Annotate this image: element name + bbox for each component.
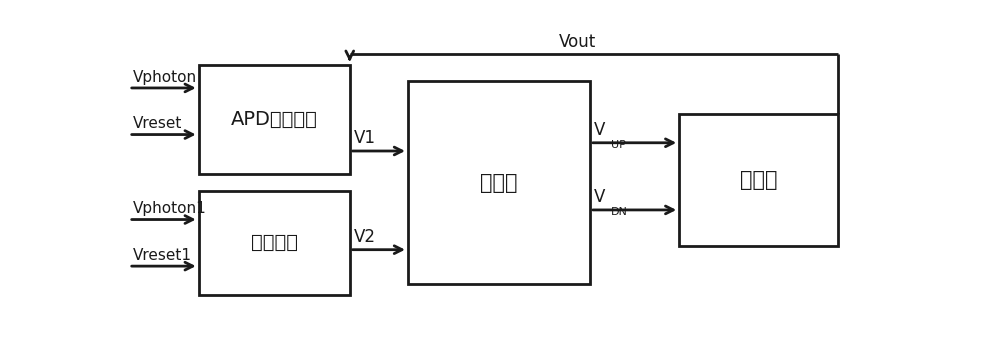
Text: 参考模块: 参考模块 — [251, 233, 298, 252]
Text: Vphoton: Vphoton — [133, 70, 197, 85]
Text: 鉴相器: 鉴相器 — [480, 173, 518, 193]
Text: APD阵列模块: APD阵列模块 — [231, 110, 318, 129]
Text: V: V — [594, 188, 605, 206]
Bar — [408, 81, 590, 284]
Text: DN: DN — [611, 207, 628, 217]
Bar — [679, 114, 838, 246]
Text: V2: V2 — [354, 228, 376, 246]
Text: Vout: Vout — [559, 33, 596, 52]
Text: Vreset1: Vreset1 — [133, 248, 192, 263]
Bar — [199, 65, 350, 174]
Text: 电荷泵: 电荷泵 — [740, 170, 777, 190]
Text: Vreset: Vreset — [133, 116, 182, 131]
Bar — [199, 191, 350, 295]
Text: Vphoton1: Vphoton1 — [133, 201, 207, 216]
Text: V1: V1 — [354, 129, 376, 147]
Text: V: V — [594, 121, 605, 139]
Text: UP: UP — [611, 140, 626, 150]
